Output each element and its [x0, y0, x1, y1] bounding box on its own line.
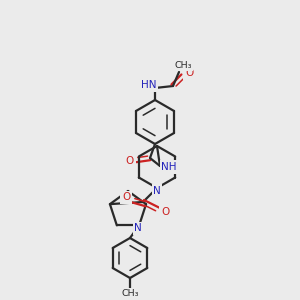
Text: NH: NH	[161, 162, 177, 172]
Text: O: O	[126, 156, 134, 166]
Text: N: N	[134, 224, 142, 233]
Text: O: O	[185, 68, 193, 78]
Text: CH₃: CH₃	[121, 290, 139, 298]
Text: O: O	[122, 192, 130, 202]
Text: CH₃: CH₃	[174, 61, 192, 70]
Text: N: N	[153, 186, 161, 196]
Text: O: O	[161, 207, 169, 217]
Text: HN: HN	[141, 80, 157, 90]
